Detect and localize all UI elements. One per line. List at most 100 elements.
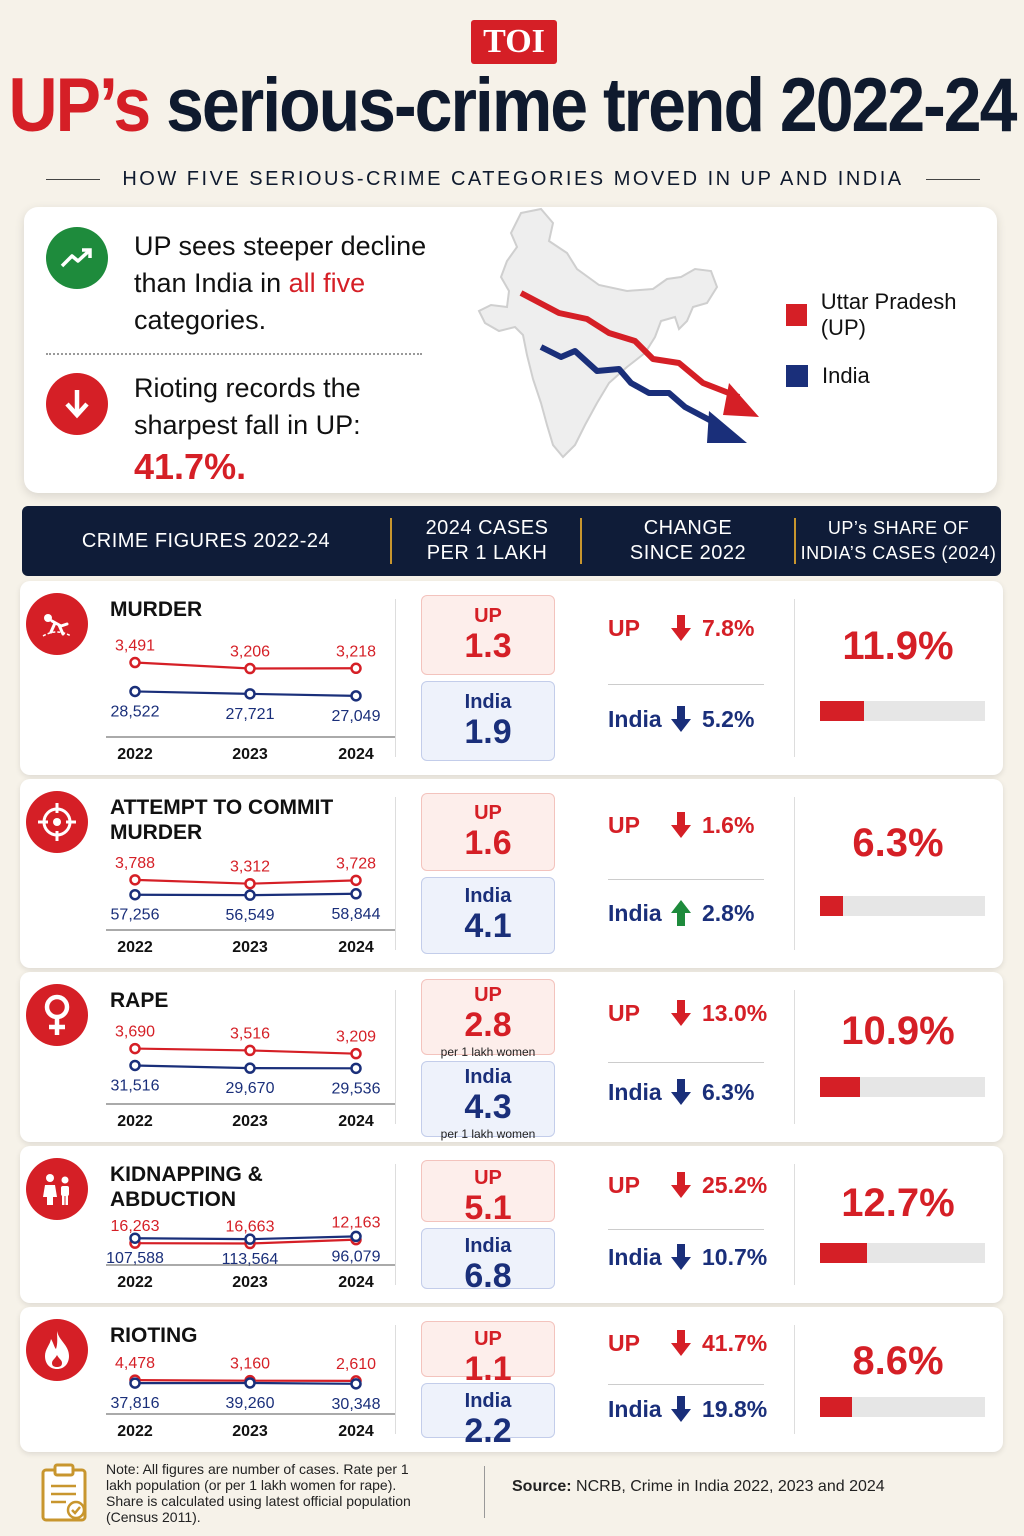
up-data-label: 12,163 <box>332 1215 381 1232</box>
arrow-down-icon <box>670 1077 692 1107</box>
india-data-label: 107,588 <box>106 1250 164 1267</box>
arrow-down-icon <box>670 810 692 840</box>
header-c2a: 2024 CASES <box>425 517 549 539</box>
crime-card: ATTEMPT TO COMMIT MURDER 3,788 3,312 3,728 5… <box>20 779 1003 968</box>
rate-label: India <box>464 1389 512 1412</box>
change-india: India 2.8% <box>608 895 768 931</box>
india-data-label: 29,670 <box>226 1080 275 1097</box>
up-data-label: 3,516 <box>230 1025 270 1042</box>
rate-label: UP <box>474 1167 502 1189</box>
change-up: UP 7.8% <box>608 610 768 646</box>
change-up: UP 41.7% <box>608 1325 768 1361</box>
rate-box-up: UP 2.8 per 1 lakh women <box>421 979 555 1059</box>
arrow-down-icon <box>670 613 692 643</box>
change-value: 25.2% <box>702 1171 768 1198</box>
up-data-label: 3,690 <box>115 1024 155 1041</box>
share-bar <box>820 1397 985 1417</box>
mini-line-chart: 3,690 3,516 3,209 31,516 29,670 29,536 2022 202… <box>106 1024 396 1130</box>
crime-card: RAPE 3,690 3,516 3,209 31,516 29,670 29,536 202… <box>20 972 1003 1142</box>
india-data-label: 58,844 <box>332 906 381 923</box>
india-data-point <box>129 1232 141 1244</box>
up-data-label: 4,478 <box>115 1355 155 1372</box>
subtitle: HOW FIVE SERIOUS-CRIME CATEGORIES MOVED … <box>122 167 904 190</box>
change-india: India 10.7% <box>608 1239 768 1275</box>
share-bar-fill <box>820 1397 852 1417</box>
up-data-label: 3,728 <box>336 855 376 872</box>
share-bar-fill <box>820 701 864 721</box>
children-icon <box>26 1158 88 1220</box>
up-data-label: 3,209 <box>336 1029 376 1046</box>
rate-box-india: India 2.2 <box>421 1382 555 1449</box>
header-c3a: CHANGE <box>643 517 733 539</box>
headline-part1: UP’s <box>8 62 152 148</box>
header-change: CHANGE SINCE 2022 <box>582 506 794 576</box>
column-separator <box>794 990 795 1124</box>
column-separator <box>395 797 396 950</box>
crime-name: KIDNAPPING & ABDUCTION <box>110 1163 263 1211</box>
rate-label: UP <box>474 984 502 1006</box>
table-header: CRIME FIGURES 2022-24 2024 CASES PER 1 LA… <box>22 506 1001 576</box>
column-separator <box>395 1164 396 1285</box>
rate-value: 1.9 <box>464 713 512 751</box>
crime-scene-icon <box>26 593 88 655</box>
insight-rioting: Rioting records the sharpest fall in UP:… <box>134 370 434 485</box>
subtitle-rule-left <box>46 178 101 180</box>
rate-label: UP <box>474 1328 502 1350</box>
rate-box-up: UP 5.1 <box>421 1160 555 1226</box>
legend-item-up: Uttar Pradesh (UP) <box>786 289 997 341</box>
rate-box-up: UP 1.3 <box>421 595 555 675</box>
change-value: 1.6% <box>702 811 755 838</box>
rate-value: 1.3 <box>464 627 512 665</box>
insight-two-figure: 41.7%. <box>134 446 247 487</box>
change-label: UP <box>608 999 640 1026</box>
arrow-down-icon <box>670 1170 692 1200</box>
india-data-label: 31,516 <box>111 1077 160 1094</box>
change-value: 41.7% <box>702 1329 768 1356</box>
india-data-label: 27,049 <box>332 708 381 725</box>
column-separator <box>794 1325 795 1434</box>
india-data-point <box>350 888 362 900</box>
up-data-label: 2,610 <box>336 1356 376 1373</box>
change-divider <box>608 1062 764 1063</box>
x-tick-label: 2023 <box>232 1274 268 1291</box>
header-separator <box>390 518 392 564</box>
share-value: 8.6% <box>852 1339 944 1383</box>
change-india: India 19.8% <box>608 1391 768 1427</box>
mini-line-chart: 3,491 3,206 3,218 28,522 27,721 27,049 2022 202… <box>106 638 396 763</box>
clipboard-icon <box>41 1463 87 1522</box>
arrow-down-icon <box>670 704 692 734</box>
up-data-point <box>244 1044 256 1057</box>
change-india: India 5.2% <box>608 701 768 737</box>
x-tick-label: 2024 <box>338 1274 374 1291</box>
crosshair-icon <box>26 791 88 853</box>
female-symbol-icon <box>26 984 88 1046</box>
source-label: Source: <box>512 1478 572 1495</box>
india-data-label: 57,256 <box>111 907 160 924</box>
india-data-point <box>350 1062 362 1075</box>
column-separator <box>395 990 396 1124</box>
change-value: 10.7% <box>702 1243 768 1270</box>
legend-swatch-india <box>786 365 808 387</box>
up-data-label: 3,788 <box>115 855 155 872</box>
column-separator <box>395 1325 396 1434</box>
source-text: NCRB, Crime in India 2022, 2023 and 2024 <box>571 1478 885 1495</box>
rate-value: 4.3 <box>464 1088 512 1126</box>
mini-line-chart: 3,788 3,312 3,728 57,256 56,549 58,844 2022 202… <box>106 855 396 956</box>
arrow-down-icon <box>670 1328 692 1358</box>
header-crime-figures: CRIME FIGURES 2022-24 <box>22 506 390 576</box>
crime-card: MURDER 3,491 3,206 3,218 28,522 27,721 27,049 2… <box>20 581 1003 775</box>
subtitle-row: HOW FIVE SERIOUS-CRIME CATEGORIES MOVED … <box>46 164 980 194</box>
change-label: India <box>608 1395 662 1422</box>
toi-logo: TOI <box>471 20 557 64</box>
headline: UP’s serious-crime trend 2022-24 <box>0 61 1024 148</box>
share-bar-fill <box>820 1077 860 1097</box>
share-value: 12.7% <box>841 1181 955 1225</box>
arrow-up-icon <box>670 898 692 928</box>
insight-one-pre: UP sees steeper decline than India in <box>134 231 427 298</box>
column-separator <box>794 797 795 950</box>
summary-panel: UP sees steeper decline than India in al… <box>24 207 997 493</box>
india-data-label: 29,536 <box>332 1080 381 1097</box>
india-data-label: 30,348 <box>332 1396 381 1413</box>
rate-label: India <box>464 1234 512 1257</box>
rate-label: India <box>464 885 512 908</box>
